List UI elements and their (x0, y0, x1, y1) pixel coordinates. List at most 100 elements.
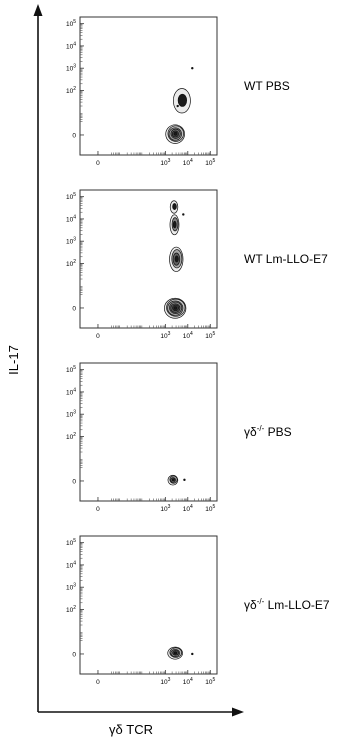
x-tick-exponent: 3 (168, 331, 171, 337)
population (167, 474, 179, 486)
x-tick-label: 105 (205, 504, 215, 513)
panel-label-rest: PBS (264, 425, 291, 439)
contour-level (177, 93, 188, 107)
y-tick-exponent: 3 (73, 583, 76, 589)
panel-2: 0 102 103 104 105 0 103 104 105 WT Lm-LLO-E7 (66, 189, 328, 340)
y-tick-label: 105 (66, 365, 76, 374)
contour-level (172, 220, 177, 229)
y-tick-exponent: 4 (73, 41, 76, 47)
y-tick-exponent: 2 (73, 432, 76, 438)
y-tick-label: 103 (66, 64, 76, 73)
y-tick-label: 104 (66, 214, 76, 223)
x-tick-exponent: 4 (190, 158, 193, 164)
y-tick-label: 105 (66, 538, 76, 547)
plot-frame (79, 16, 218, 156)
x-tick-exponent: 5 (212, 158, 215, 164)
y-tick-exponent: 2 (73, 605, 76, 611)
y-axis-label: IL-17 (6, 345, 21, 375)
y-tick-exponent: 3 (73, 64, 76, 70)
x-tick-label: 104 (183, 504, 193, 513)
x-tick-label: 103 (160, 331, 170, 340)
panel-label: γδ-/- PBS (244, 424, 292, 439)
plot-frame (79, 189, 218, 329)
y-tick-exponent: 3 (73, 237, 76, 243)
population (164, 297, 187, 319)
y-tick-label: 102 (66, 259, 76, 268)
y-tick-label: 104 (66, 387, 76, 396)
y-arrowhead (33, 4, 43, 16)
x-tick-exponent: 4 (190, 504, 193, 510)
panel-label-main: WT PBS (244, 79, 290, 93)
y-tick-label: 0 (72, 305, 76, 312)
x-tick-label: 0 (96, 160, 100, 167)
population (173, 88, 191, 114)
x-arrowhead (232, 707, 244, 717)
y-tick-exponent: 2 (73, 86, 76, 92)
y-tick-label: 0 (72, 478, 76, 485)
y-tick-exponent: 2 (73, 259, 76, 265)
panel-label-main: WT Lm-LLO-E7 (244, 252, 328, 266)
panels: 0 102 103 104 105 0 103 104 105 WT PBS 0 102 103 104 1… (66, 16, 330, 686)
population (167, 646, 183, 660)
panel-3: 0 102 103 104 105 0 103 104 105 γδ-/- PBS (66, 362, 292, 513)
y-tick-label: 102 (66, 605, 76, 614)
y-tick-exponent: 3 (73, 410, 76, 416)
x-tick-label: 104 (183, 331, 193, 340)
population (169, 214, 180, 236)
panel-4: 0 102 103 104 105 0 103 104 105 γδ-/- Lm-LLO-E7 (66, 535, 330, 686)
y-tick-exponent: 5 (73, 19, 76, 25)
x-tick-exponent: 3 (168, 504, 171, 510)
x-tick-label: 0 (96, 679, 100, 686)
contour-level (172, 203, 177, 211)
panel-label-rest: Lm-LLO-E7 (264, 598, 330, 612)
y-tick-label: 0 (72, 132, 76, 139)
panel-label: WT Lm-LLO-E7 (244, 252, 328, 266)
population (165, 124, 185, 144)
y-tick-exponent: 4 (73, 560, 76, 566)
event-dot (191, 652, 194, 656)
plot-frame (79, 535, 218, 675)
event-dot (191, 66, 194, 70)
x-tick-exponent: 5 (212, 331, 215, 337)
y-tick-label: 105 (66, 192, 76, 201)
y-tick-label: 104 (66, 560, 76, 569)
contour-level (173, 306, 178, 310)
event-dot (182, 213, 185, 216)
y-tick-label: 104 (66, 41, 76, 50)
panel-label-superscript: -/- (257, 597, 265, 606)
x-tick-label: 105 (205, 331, 215, 340)
x-tick-label: 105 (205, 677, 215, 686)
y-tick-label: 102 (66, 432, 76, 441)
x-tick-exponent: 3 (168, 158, 171, 164)
contour-level (173, 651, 178, 655)
y-tick-label: 105 (66, 19, 76, 28)
x-tick-label: 103 (160, 504, 170, 513)
x-tick-exponent: 4 (190, 677, 193, 683)
x-tick-label: 103 (160, 677, 170, 686)
x-tick-label: 105 (205, 158, 215, 167)
y-tick-label: 0 (72, 651, 76, 658)
event-dot (176, 104, 179, 108)
contour-level (174, 255, 179, 263)
x-tick-exponent: 5 (212, 677, 215, 683)
event-dot (183, 478, 186, 482)
y-tick-exponent: 4 (73, 387, 76, 393)
panel-1: 0 102 103 104 105 0 103 104 105 WT PBS (66, 16, 290, 167)
y-tick-exponent: 4 (73, 214, 76, 220)
y-tick-exponent: 5 (73, 365, 76, 371)
population (169, 200, 179, 214)
y-tick-label: 102 (66, 86, 76, 95)
panel-label-main: γδ (244, 598, 257, 612)
x-tick-label: 0 (96, 333, 100, 340)
y-tick-label: 103 (66, 583, 76, 592)
contour-level (171, 478, 175, 482)
panel-label: γδ-/- Lm-LLO-E7 (244, 597, 330, 612)
panel-label-superscript: -/- (257, 424, 265, 433)
x-tick-exponent: 5 (212, 504, 215, 510)
y-tick-exponent: 5 (73, 192, 76, 198)
panel-label-main: γδ (244, 425, 257, 439)
panel-label: WT PBS (244, 79, 290, 93)
x-tick-label: 104 (183, 158, 193, 167)
x-axis-label: γδ TCR (109, 722, 153, 737)
plot-frame (79, 362, 218, 502)
